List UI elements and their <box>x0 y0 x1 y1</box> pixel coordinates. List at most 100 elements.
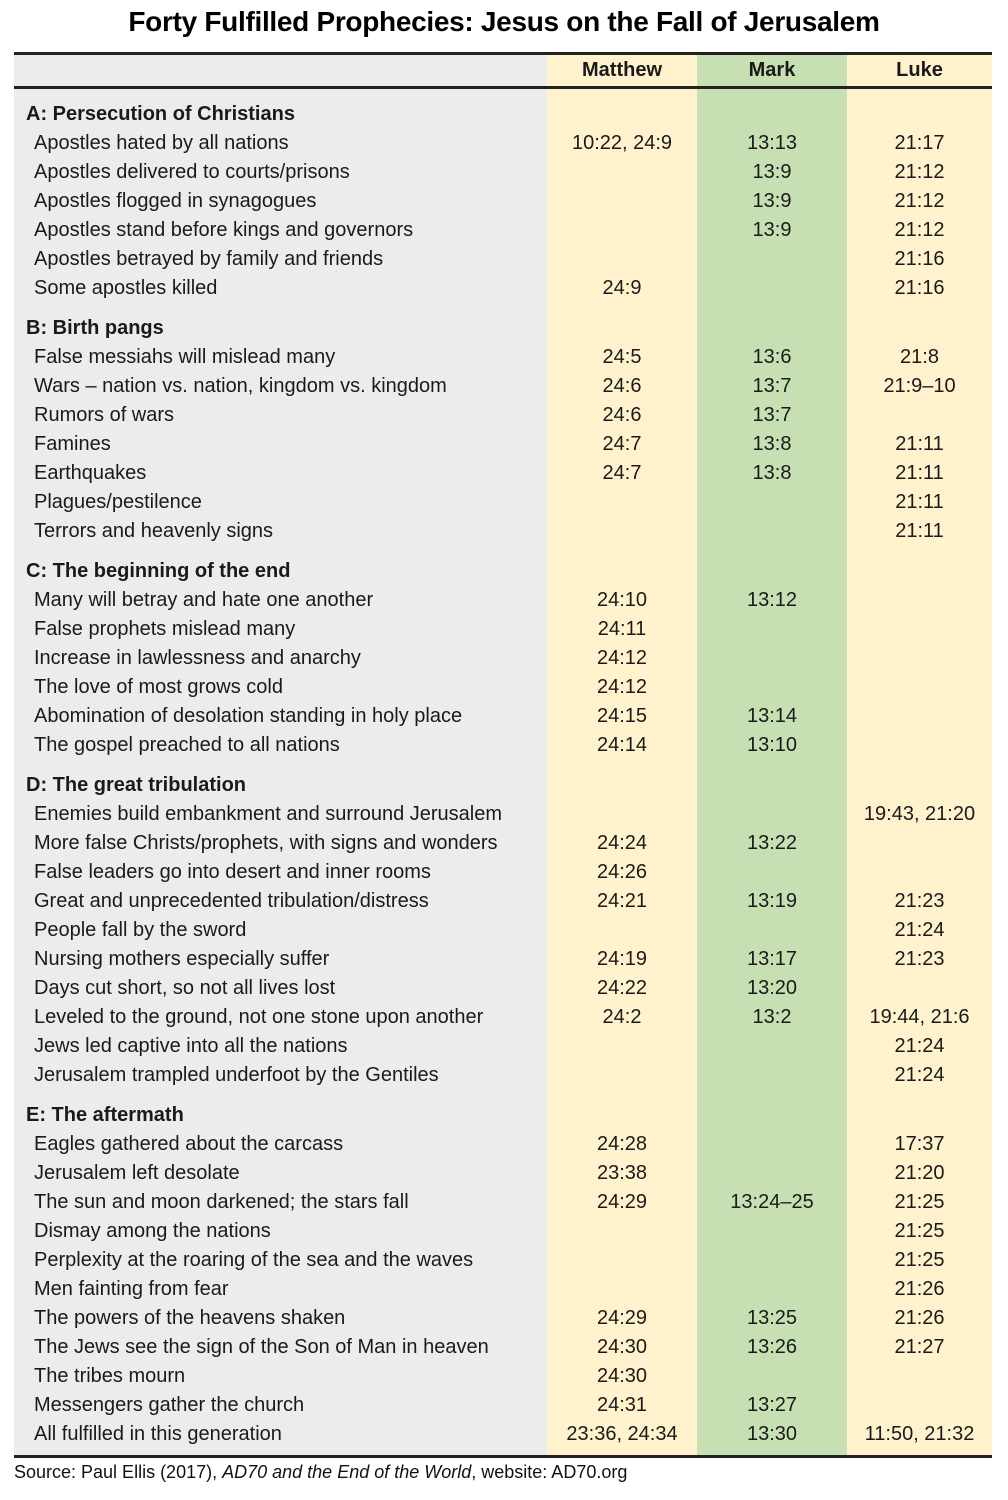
top-rule <box>14 52 992 55</box>
matthew-reference: 24:30 <box>547 1362 697 1391</box>
mark-reference: 13:2 <box>697 1003 847 1032</box>
luke-reference: 21:24 <box>847 1032 992 1061</box>
source-suffix: , website: AD70.org <box>471 1462 628 1482</box>
luke-reference <box>847 401 992 430</box>
prophecy-label: Jerusalem left desolate <box>14 1159 547 1188</box>
mark-reference <box>697 274 847 303</box>
matthew-reference <box>547 1246 697 1275</box>
section-heading-mark-cell <box>697 546 847 586</box>
mark-reference: 13:9 <box>697 216 847 245</box>
header-mark: Mark <box>697 55 847 86</box>
table-row: Jews led captive into all the nations 21:… <box>14 1032 992 1061</box>
luke-reference: 21:23 <box>847 945 992 974</box>
luke-reference: 21:8 <box>847 343 992 372</box>
mark-reference: 13:12 <box>697 586 847 615</box>
matthew-reference <box>547 245 697 274</box>
luke-reference: 11:50, 21:32 <box>847 1420 992 1449</box>
matthew-reference: 24:24 <box>547 829 697 858</box>
matthew-reference <box>547 1217 697 1246</box>
section-heading: B: Birth pangs <box>14 303 547 343</box>
matthew-reference: 24:21 <box>547 887 697 916</box>
section-heading: C: The beginning of the end <box>14 546 547 586</box>
luke-reference: 21:26 <box>847 1275 992 1304</box>
mark-reference: 13:17 <box>697 945 847 974</box>
matthew-reference: 24:2 <box>547 1003 697 1032</box>
matthew-reference <box>547 187 697 216</box>
bottom-padding <box>14 1449 992 1455</box>
prophecy-label: People fall by the sword <box>14 916 547 945</box>
prophecy-label: Apostles delivered to courts/prisons <box>14 158 547 187</box>
section-heading-luke-cell <box>847 1090 992 1130</box>
table-row: Famines 24:7 13:8 21:11 <box>14 430 992 459</box>
page-title: Forty Fulfilled Prophecies: Jesus on the… <box>128 6 880 37</box>
mark-reference: 13:10 <box>697 731 847 760</box>
table-row: Increase in lawlessness and anarchy 24:12 <box>14 644 992 673</box>
prophecy-label: Apostles flogged in synagogues <box>14 187 547 216</box>
mark-reference: 13:7 <box>697 401 847 430</box>
prophecy-label: Famines <box>14 430 547 459</box>
prophecy-label: Many will betray and hate one another <box>14 586 547 615</box>
matthew-reference: 24:6 <box>547 401 697 430</box>
luke-reference: 21:12 <box>847 187 992 216</box>
luke-reference: 21:23 <box>847 887 992 916</box>
section-heading-luke-cell <box>847 546 992 586</box>
matthew-reference <box>547 1032 697 1061</box>
matthew-reference <box>547 1061 697 1090</box>
prophecy-label: Jews led captive into all the nations <box>14 1032 547 1061</box>
luke-reference: 21:17 <box>847 129 992 158</box>
mark-reference: 13:14 <box>697 702 847 731</box>
matthew-reference: 24:7 <box>547 459 697 488</box>
mark-reference <box>697 488 847 517</box>
table-row: Abomination of desolation standing in ho… <box>14 702 992 731</box>
mark-reference: 13:22 <box>697 829 847 858</box>
matthew-reference: 24:12 <box>547 673 697 702</box>
mark-reference: 13:13 <box>697 129 847 158</box>
matthew-reference <box>547 488 697 517</box>
section-heading-row: E: The aftermath <box>14 1090 992 1130</box>
matthew-reference: 24:28 <box>547 1130 697 1159</box>
luke-reference: 19:44, 21:6 <box>847 1003 992 1032</box>
table-row: Messengers gather the church 24:31 13:27 <box>14 1391 992 1420</box>
section-heading: D: The great tribulation <box>14 760 547 800</box>
header-matthew: Matthew <box>547 55 697 86</box>
prophecy-label: The gospel preached to all nations <box>14 731 547 760</box>
mark-reference: 13:20 <box>697 974 847 1003</box>
matthew-reference: 23:38 <box>547 1159 697 1188</box>
table-row: Apostles hated by all nations 10:22, 24:9… <box>14 129 992 158</box>
luke-reference: 21:26 <box>847 1304 992 1333</box>
matthew-reference: 24:14 <box>547 731 697 760</box>
prophecy-label: Men fainting from fear <box>14 1275 547 1304</box>
table-row: False messiahs will mislead many 24:5 13:6… <box>14 343 992 372</box>
luke-reference <box>847 702 992 731</box>
matthew-reference: 24:22 <box>547 974 697 1003</box>
table-row: The sun and moon darkened; the stars fal… <box>14 1188 992 1217</box>
luke-reference: 21:12 <box>847 216 992 245</box>
table-row: False leaders go into desert and inner r… <box>14 858 992 887</box>
table-row: Apostles betrayed by family and friends 2… <box>14 245 992 274</box>
luke-reference: 21:27 <box>847 1333 992 1362</box>
matthew-reference: 24:19 <box>547 945 697 974</box>
matthew-reference: 24:30 <box>547 1333 697 1362</box>
table-row: Perplexity at the roaring of the sea and… <box>14 1246 992 1275</box>
matthew-reference: 24:15 <box>547 702 697 731</box>
mark-reference <box>697 245 847 274</box>
table-row: Jerusalem left desolate 23:38 21:20 <box>14 1159 992 1188</box>
table-row: Jerusalem trampled underfoot by the Gent… <box>14 1061 992 1090</box>
mark-reference <box>697 1130 847 1159</box>
mark-reference: 13:6 <box>697 343 847 372</box>
header-row: Matthew Mark Luke <box>14 55 992 86</box>
prophecy-label: Messengers gather the church <box>14 1391 547 1420</box>
section-heading: E: The aftermath <box>14 1090 547 1130</box>
mark-reference: 13:7 <box>697 372 847 401</box>
section-heading-mark-cell <box>697 1090 847 1130</box>
mark-reference <box>697 916 847 945</box>
luke-reference: 19:43, 21:20 <box>847 800 992 829</box>
section-heading-row: B: Birth pangs <box>14 303 992 343</box>
mark-reference: 13:9 <box>697 158 847 187</box>
table-row: Apostles delivered to courts/prisons 13:9… <box>14 158 992 187</box>
table-row: Plagues/pestilence 21:11 <box>14 488 992 517</box>
prophecy-label: All fulfilled in this generation <box>14 1420 547 1449</box>
luke-reference: 21:11 <box>847 517 992 546</box>
prophecy-label: The sun and moon darkened; the stars fal… <box>14 1188 547 1217</box>
prophecy-table: Matthew Mark Luke A: Persecution of Chri… <box>14 52 992 1458</box>
